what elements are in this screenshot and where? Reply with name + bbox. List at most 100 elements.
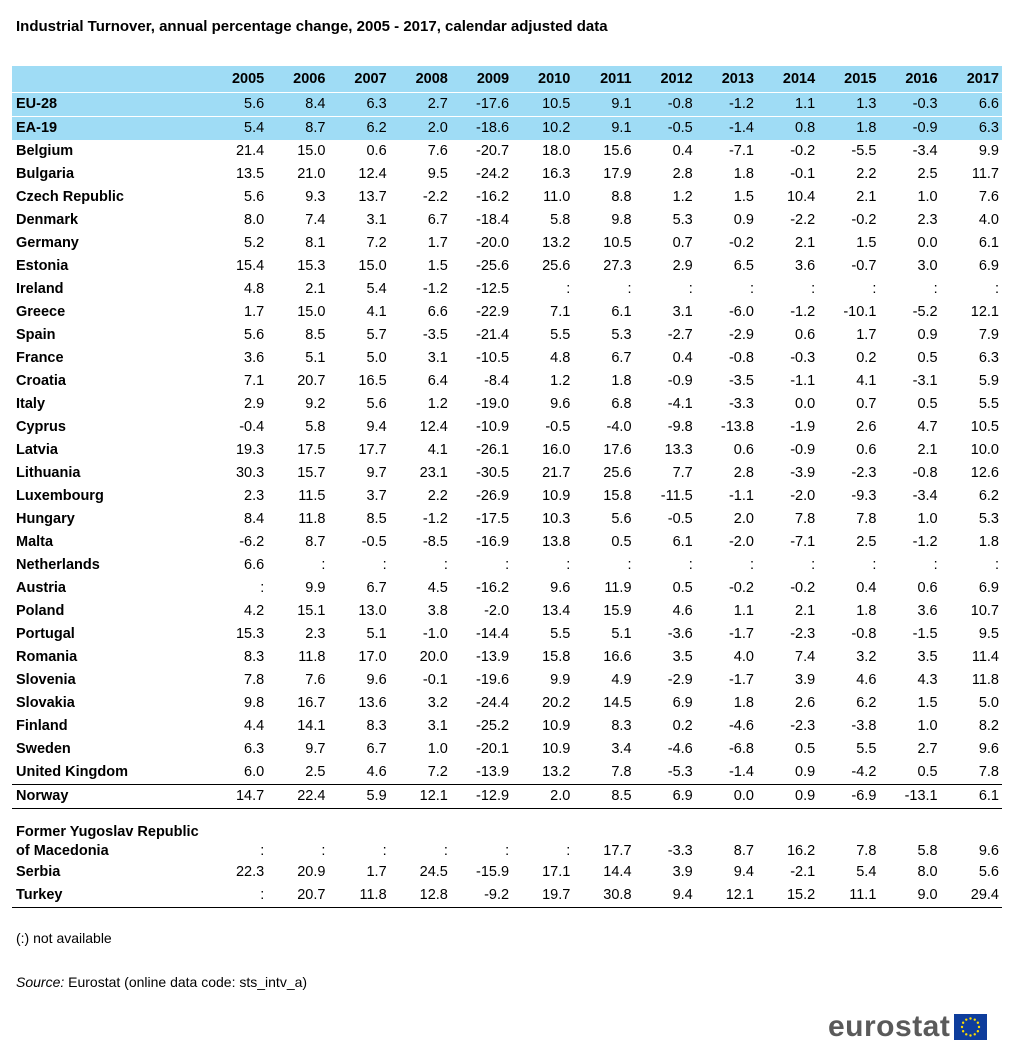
value-cell: 15.6 — [603, 143, 632, 159]
value-cell: -12.5 — [476, 281, 510, 297]
row-label: Former Yugoslav Republic — [16, 824, 199, 840]
value-cell: -2.2 — [422, 189, 448, 205]
value-cell: -14.4 — [476, 626, 510, 642]
eu-star-icon — [969, 1034, 973, 1037]
value-cell: 13.5 — [235, 166, 265, 182]
empty-cell — [879, 823, 940, 842]
value-cell: 10.7 — [970, 603, 999, 619]
value-cell: 2.8 — [733, 465, 754, 481]
value-cell: 3.9 — [672, 864, 693, 880]
value-cell: -1.2 — [695, 92, 757, 117]
value-cell: 0.5 — [611, 534, 632, 550]
value-cell: 4.8 — [550, 350, 571, 366]
value-cell: 2.1 — [305, 281, 326, 297]
header-corner — [12, 66, 206, 93]
source-label: Source: — [16, 974, 65, 990]
eu-star-icon — [965, 1018, 968, 1021]
value-cell: 17.6 — [603, 442, 632, 458]
value-cell: 16.3 — [542, 166, 571, 182]
eu-star-icon — [962, 1021, 965, 1024]
row-label: Greece — [16, 304, 66, 320]
value-cell: -2.7 — [667, 327, 693, 343]
value-cell: 0.7 — [856, 396, 877, 412]
value-cell: 10.5 — [512, 92, 574, 117]
value-cell: : — [627, 281, 632, 297]
value-cell: -2.0 — [728, 534, 754, 550]
value-cell: 8.2 — [978, 718, 999, 734]
value-cell: -2.3 — [790, 626, 816, 642]
value-cell: : — [688, 281, 693, 297]
value-cell: 0.6 — [366, 143, 387, 159]
value-cell: 3.5 — [917, 649, 938, 665]
value-cell: 14.7 — [206, 784, 268, 809]
value-cell: 6.7 — [427, 212, 448, 228]
value-cell: 5.1 — [611, 626, 632, 642]
year-header: 2010 — [538, 71, 571, 87]
value-cell: 8.5 — [573, 784, 635, 809]
row-label: Italy — [16, 396, 46, 412]
value-cell: 3.9 — [795, 672, 816, 688]
value-cell: -20.7 — [476, 143, 510, 159]
value-cell: 1.0 — [917, 189, 938, 205]
value-cell: 6.8 — [611, 396, 632, 412]
value-cell: -3.4 — [912, 488, 938, 504]
value-cell: 15.7 — [297, 465, 326, 481]
value-cell: : — [206, 884, 268, 908]
value-cell: 13.4 — [542, 603, 571, 619]
value-cell: 2.1 — [856, 189, 877, 205]
row-label: United Kingdom — [12, 761, 206, 785]
value-cell: 2.5 — [267, 761, 329, 785]
value-cell: 4.8 — [244, 281, 265, 297]
spacer-cell — [12, 809, 1002, 824]
country-row: Turkey:20.7 11.8 12.8 -9.2 19.7 30.8 9.4 12.1 15… — [12, 884, 1002, 908]
value-cell: 5.6 — [366, 396, 387, 412]
value-cell: 15.0 — [297, 143, 326, 159]
country-row: of Macedonia:::::: 17.7 -3.3 8.7 16.2 7.8 5.8 9… — [12, 842, 1002, 861]
value-cell: : — [260, 580, 265, 596]
value-cell: -1.2 — [422, 511, 448, 527]
empty-cell — [206, 823, 267, 842]
source-note: Source: Eurostat (online data code: sts_… — [16, 974, 307, 990]
value-cell: 0.9 — [917, 327, 938, 343]
value-cell: -4.6 — [728, 718, 754, 734]
value-cell: -1.4 — [695, 116, 757, 140]
value-cell: 0.9 — [756, 761, 819, 785]
value-cell: -2.9 — [728, 327, 754, 343]
value-cell: 8.0 — [917, 864, 938, 880]
value-cell: 10.9 — [542, 488, 571, 504]
row-label: Cyprus — [16, 419, 66, 435]
value-cell: 7.8 — [573, 761, 635, 785]
empty-cell — [451, 823, 512, 842]
value-cell: 10.0 — [970, 442, 999, 458]
value-cell: 6.1 — [672, 534, 693, 550]
value-cell: -6.8 — [728, 741, 754, 757]
value-cell: 4.1 — [366, 304, 387, 320]
value-cell: 6.6 — [940, 92, 1002, 117]
value-cell: -2.3 — [851, 465, 877, 481]
country-row: Romania 8.3 11.8 17.0 20.0 -13.9 15.8 16.6 3.5 4.… — [12, 646, 1002, 669]
value-cell: -1.0 — [422, 626, 448, 642]
year-header: 2006 — [293, 71, 326, 87]
value-cell: 15.2 — [756, 884, 819, 908]
value-cell: 6.2 — [328, 116, 390, 140]
value-cell: -10.9 — [476, 419, 510, 435]
value-cell: 0.9 — [733, 212, 754, 228]
value-cell: 1.8 — [856, 603, 877, 619]
value-cell: 2.6 — [856, 419, 877, 435]
value-cell: 21.0 — [297, 166, 326, 182]
value-cell: 8.4 — [244, 511, 265, 527]
value-cell: 6.9 — [978, 580, 999, 596]
value-cell: 7.2 — [366, 235, 387, 251]
row-label: Poland — [16, 603, 65, 619]
value-cell: 7.7 — [672, 465, 693, 481]
value-cell: : — [260, 843, 265, 859]
value-cell: 1.3 — [818, 92, 880, 117]
value-cell: 6.5 — [733, 258, 754, 274]
value-cell: 14.1 — [297, 718, 326, 734]
value-cell: 5.2 — [244, 235, 265, 251]
eu-star-icon — [973, 1033, 977, 1036]
value-cell: 5.5 — [550, 626, 571, 642]
year-header: 2013 — [721, 71, 754, 87]
value-cell: 6.4 — [427, 373, 448, 389]
value-cell: 2.3 — [917, 212, 938, 228]
